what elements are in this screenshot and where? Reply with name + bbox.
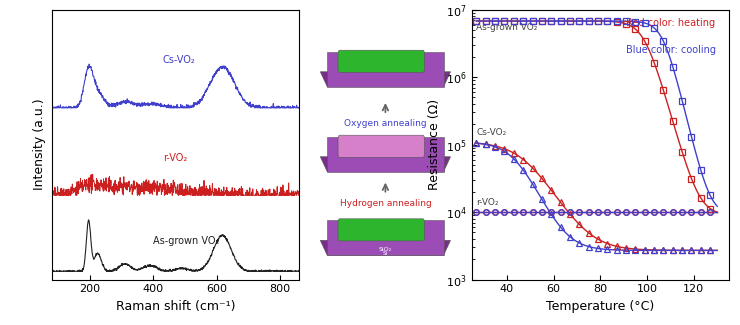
X-axis label: Raman shift (cm⁻¹): Raman shift (cm⁻¹) xyxy=(115,300,235,313)
Y-axis label: Intensity (a.u.): Intensity (a.u.) xyxy=(33,99,46,190)
Polygon shape xyxy=(327,136,443,172)
Text: SiO₂: SiO₂ xyxy=(379,247,392,252)
Text: As-grown VO₂: As-grown VO₂ xyxy=(153,236,220,246)
Text: Blue color: cooling: Blue color: cooling xyxy=(626,45,716,55)
FancyBboxPatch shape xyxy=(338,50,425,72)
Text: r-VO₂: r-VO₂ xyxy=(163,153,187,163)
Polygon shape xyxy=(320,72,451,87)
Text: Cs-VO₂: Cs-VO₂ xyxy=(477,128,507,137)
Polygon shape xyxy=(327,220,443,255)
Text: Si: Si xyxy=(383,251,388,255)
Text: Red color: heating: Red color: heating xyxy=(626,18,715,28)
Text: Oxygen annealing: Oxygen annealing xyxy=(344,119,427,128)
X-axis label: Temperature (°C): Temperature (°C) xyxy=(546,300,654,313)
Text: r-VO₂: r-VO₂ xyxy=(477,198,499,207)
Polygon shape xyxy=(320,240,451,255)
Y-axis label: Resistance (Ω): Resistance (Ω) xyxy=(428,99,440,190)
Polygon shape xyxy=(327,52,443,87)
Text: Cs-VO₂: Cs-VO₂ xyxy=(163,55,195,65)
FancyBboxPatch shape xyxy=(338,135,425,157)
Polygon shape xyxy=(320,157,451,172)
Text: As-grown VO₂: As-grown VO₂ xyxy=(477,23,538,32)
Text: Hydrogen annealing: Hydrogen annealing xyxy=(340,199,431,208)
FancyBboxPatch shape xyxy=(338,219,425,241)
